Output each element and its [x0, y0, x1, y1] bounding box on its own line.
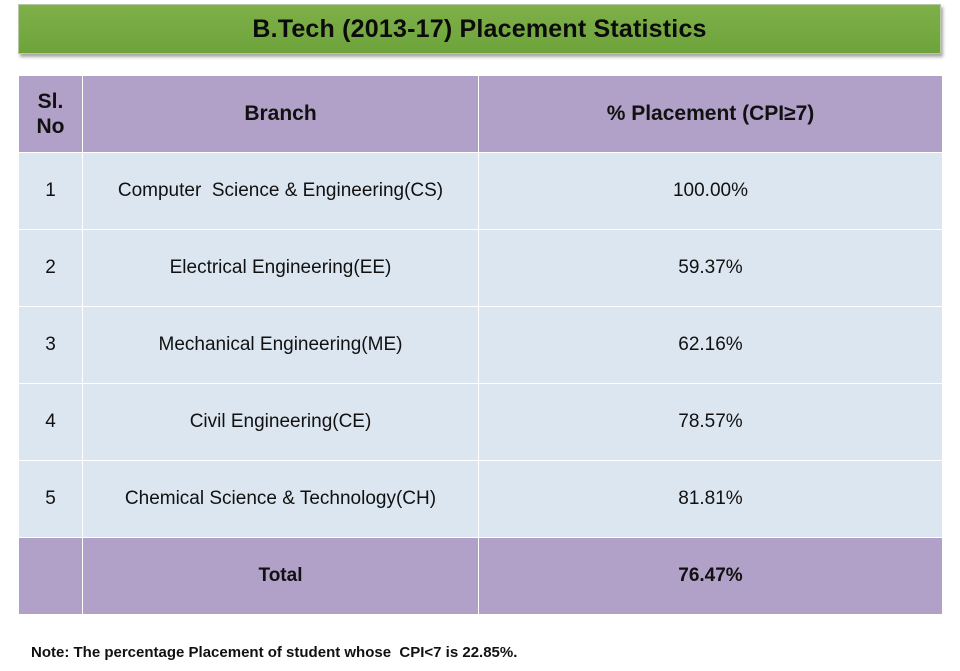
cell-placement: 62.16%: [478, 306, 943, 384]
cell-sl-no: 2: [18, 229, 83, 307]
cell-sl-no: 4: [18, 383, 83, 461]
footnote: Note: The percentage Placement of studen…: [31, 644, 518, 661]
cell-branch: Chemical Science & Technology(CH): [82, 460, 479, 538]
cell-branch: Electrical Engineering(EE): [82, 229, 479, 307]
total-sl-no: [18, 537, 83, 615]
cell-placement: 100.00%: [478, 152, 943, 230]
header-sl-no: Sl. No: [18, 75, 83, 153]
table-row: 4 Civil Engineering(CE) 78.57%: [18, 383, 943, 461]
cell-placement: 81.81%: [478, 460, 943, 538]
table-header-row: Sl. No Branch % Placement (CPI≥7): [18, 75, 943, 153]
cell-sl-no: 1: [18, 152, 83, 230]
title-banner: B.Tech (2013-17) Placement Statistics: [18, 4, 941, 54]
cell-placement: 59.37%: [478, 229, 943, 307]
table-row: 3 Mechanical Engineering(ME) 62.16%: [18, 306, 943, 384]
table-row: 2 Electrical Engineering(EE) 59.37%: [18, 229, 943, 307]
header-branch: Branch: [82, 75, 479, 153]
cell-branch: Mechanical Engineering(ME): [82, 306, 479, 384]
total-label: Total: [82, 537, 479, 615]
total-row: Total 76.47%: [18, 537, 943, 615]
cell-sl-no: 5: [18, 460, 83, 538]
table-row: 1 Computer Science & Engineering(CS) 100…: [18, 152, 943, 230]
cell-branch: Computer Science & Engineering(CS): [82, 152, 479, 230]
header-placement: % Placement (CPI≥7): [478, 75, 943, 153]
total-placement: 76.47%: [478, 537, 943, 615]
table-row: 5 Chemical Science & Technology(CH) 81.8…: [18, 460, 943, 538]
placement-table: Sl. No Branch % Placement (CPI≥7) 1 Comp…: [18, 75, 943, 615]
page-title: B.Tech (2013-17) Placement Statistics: [252, 14, 707, 43]
cell-sl-no: 3: [18, 306, 83, 384]
cell-branch: Civil Engineering(CE): [82, 383, 479, 461]
cell-placement: 78.57%: [478, 383, 943, 461]
